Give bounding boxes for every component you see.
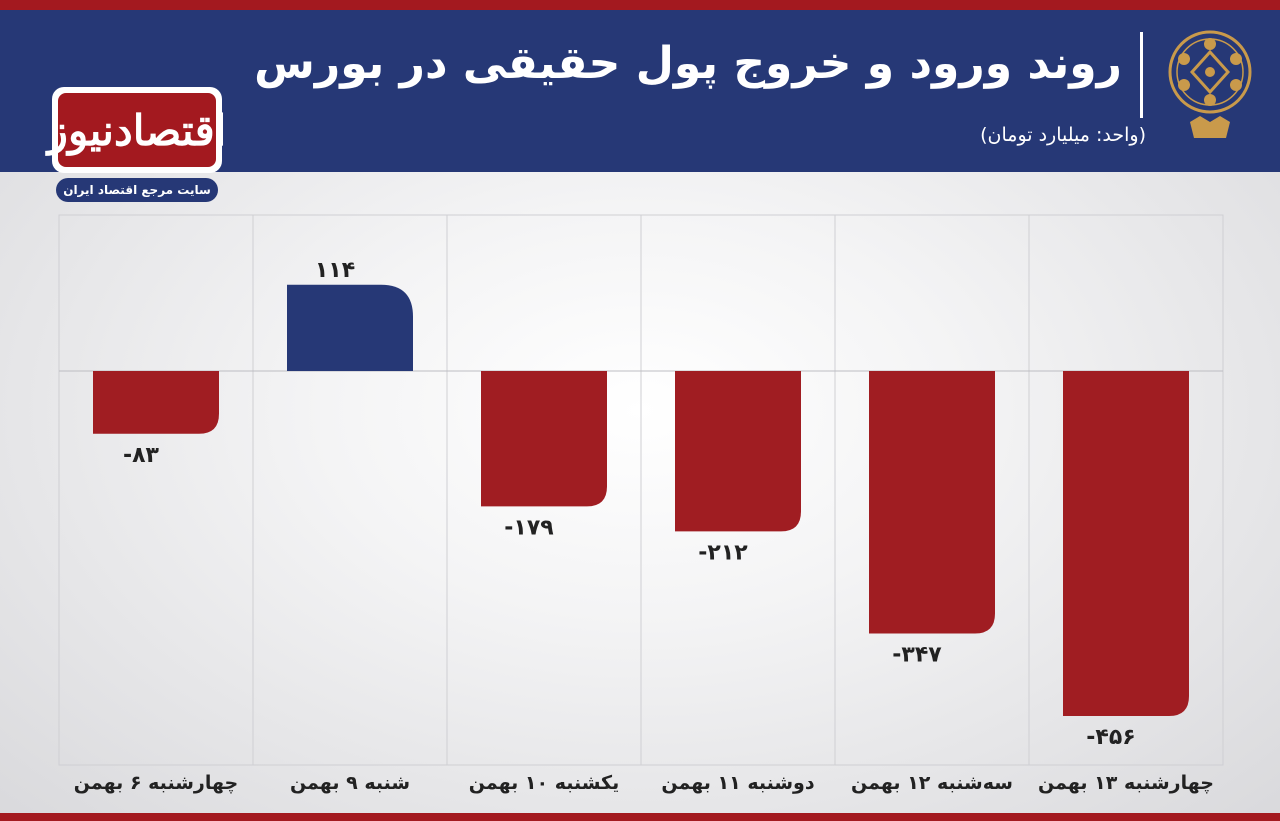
- data-label: -۲۱۲: [698, 540, 748, 565]
- brand-logo: اقتصادنیوز: [48, 93, 228, 167]
- bar: [675, 371, 801, 532]
- bottom-accent-strip: [0, 813, 1280, 821]
- x-tick-label: چهارشنبه ۱۳ بهمن: [1038, 772, 1214, 794]
- bar: [481, 371, 607, 507]
- x-tick-label: دوشنبه ۱۱ بهمن: [661, 772, 815, 794]
- stock-exchange-emblem-icon: [1168, 30, 1252, 138]
- bar: [93, 371, 219, 434]
- data-label: -۱۷۹: [504, 515, 553, 540]
- bar: [287, 284, 413, 371]
- bar: [1063, 371, 1189, 716]
- data-label: -۳۴۷: [892, 643, 942, 668]
- x-tick-label: شنبه ۹ بهمن: [289, 772, 411, 794]
- data-label: ۱۱۴: [315, 258, 355, 283]
- unit-label: (واحد: میلیارد تومان): [980, 124, 1146, 146]
- x-tick-label: یکشنبه ۱۰ بهمن: [468, 772, 620, 794]
- x-tick-label: سه‌شنبه ۱۲ بهمن: [851, 772, 1013, 794]
- bar: [869, 371, 995, 634]
- top-accent-strip: [0, 0, 1280, 10]
- brand-tagline: سایت مرجع اقتصاد ایران: [56, 178, 218, 202]
- data-label: -۴۵۶: [1086, 725, 1135, 750]
- x-tick-label: چهارشنبه ۶ بهمن: [73, 772, 239, 794]
- title-divider: [1140, 32, 1143, 118]
- data-label: -۸۳: [123, 443, 160, 468]
- chart-title: روند ورود و خروج پول حقیقی در بورس: [254, 38, 1122, 89]
